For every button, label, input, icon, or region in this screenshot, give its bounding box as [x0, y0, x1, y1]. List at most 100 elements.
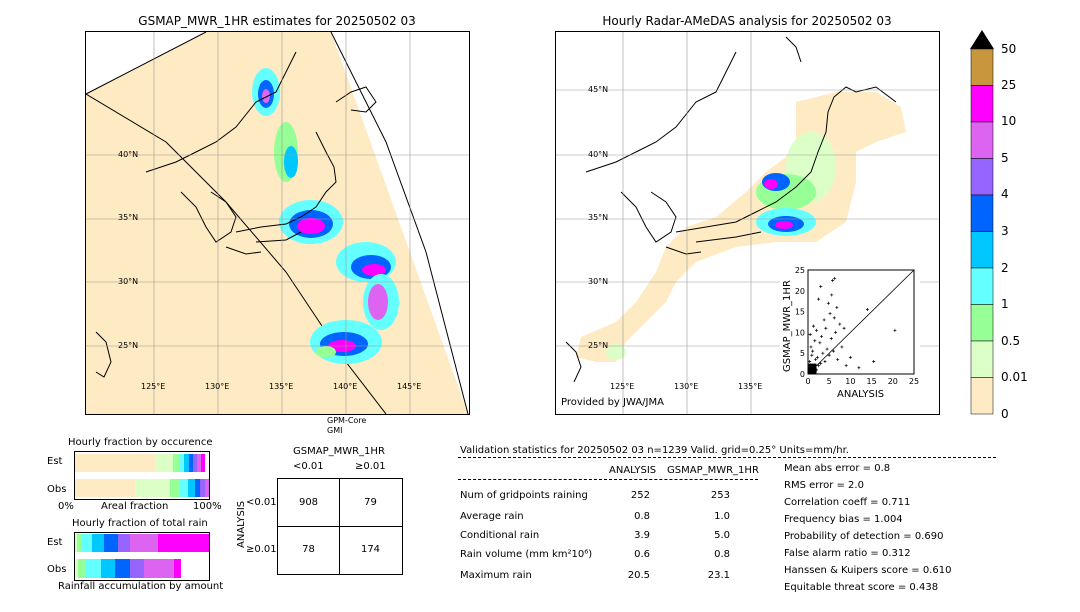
scatter-ytick: 10: [795, 328, 805, 337]
colorbar-segment: [970, 231, 994, 269]
scatter-point: [838, 322, 842, 326]
contingency-row-ge: ≥0.01: [246, 544, 277, 555]
scatter-point: [819, 362, 823, 366]
row-label-obs: Obs: [47, 564, 67, 575]
right-lon-label: 135°E: [738, 382, 763, 391]
scatter-diagonal: [807, 269, 915, 375]
right-map-title: Hourly Radar-AMeDAS analysis for 2025050…: [602, 14, 892, 28]
right-lat-label: 25°N: [588, 341, 609, 350]
scatter-point: [842, 326, 846, 330]
left-map-grid: [86, 32, 469, 414]
scatter-point: [840, 345, 844, 349]
scatter-point: [832, 316, 836, 320]
right-lon-label: 125°E: [610, 382, 635, 391]
colorbar-segment: [970, 340, 994, 378]
scatter-point: [835, 305, 839, 309]
left-lon-label: 135°E: [269, 382, 294, 391]
est-total-bar: [75, 534, 209, 552]
scatter-point: [844, 364, 848, 368]
stat-gsmap-value: 1.0: [714, 511, 730, 522]
fraction-occurrence-chart: [74, 451, 210, 500]
left-lon-label: 140°E: [333, 382, 358, 391]
contingency-col-ge: ≥0.01: [355, 461, 386, 472]
contingency-cell: 908: [298, 497, 319, 508]
score-line: Mean abs error = 0.8: [784, 463, 891, 474]
colorbar-segment: [970, 121, 994, 159]
right-lat-label: 35°N: [588, 213, 609, 222]
scatter-point: [818, 341, 822, 345]
left-lat-label: 35°N: [118, 213, 139, 222]
scatter-point: [814, 357, 818, 361]
scatter-point: [809, 345, 813, 349]
scatter-point: [865, 308, 869, 312]
left-lon-label: 130°E: [205, 382, 230, 391]
scatter-dense-cluster: [808, 363, 817, 374]
scatter-point: [820, 335, 824, 339]
colorbar-label: 50: [1001, 42, 1017, 56]
stat-analysis-value: 3.9: [634, 530, 650, 541]
scatter-ytick: 0: [800, 370, 805, 379]
colorbar-segment: [970, 194, 994, 232]
colorbar-label: 25: [1001, 78, 1017, 92]
provider-label: Provided by JWA/JMA: [561, 397, 664, 408]
contingency-row-lt: <0.01: [246, 497, 277, 508]
stat-label: Rain volume (mm km²10⁶): [460, 549, 593, 560]
colorbar-label: 10: [1001, 114, 1017, 128]
swath-edge-left-top: [86, 32, 207, 95]
right-lat-label: 45°N: [588, 85, 609, 94]
colorbar-label: 0.5: [1001, 334, 1021, 348]
est-occurrence-bar: [75, 454, 209, 472]
colorbar-segment: [970, 304, 994, 342]
score-line: Probability of detection = 0.690: [784, 531, 944, 542]
right-lon-label: 130°E: [674, 382, 699, 391]
colorbar-overflow-arrow: [970, 30, 994, 49]
colorbar-canvas: [970, 30, 994, 415]
right-lat-label: 30°N: [588, 277, 609, 286]
scatter-point: [823, 360, 827, 364]
scatter-point: [829, 337, 833, 341]
scatter-point: [857, 366, 861, 370]
fraction-total-chart: [74, 532, 210, 581]
scatter-point: [893, 328, 897, 332]
left-lat-label: 25°N: [118, 341, 139, 350]
axis-left-label: 0%: [58, 501, 74, 512]
score-line: Equitable threat score = 0.438: [784, 582, 939, 593]
colorbar-label: 2: [1001, 261, 1009, 275]
scatter-point: [824, 326, 828, 330]
scatter-point: [813, 339, 817, 343]
fraction-total-footer: Rainfall accumulation by amount: [58, 581, 224, 592]
colorbar-label: 0.01: [1001, 370, 1028, 384]
scatter-point: [827, 353, 831, 357]
fraction-occurrence-title: Hourly fraction by occurence: [68, 437, 213, 448]
scatter-point: [833, 276, 837, 280]
row-label-est: Est: [47, 456, 63, 467]
stat-gsmap-value: 253: [710, 490, 730, 501]
colorbar-label: 5: [1001, 151, 1009, 165]
contingency-title: GSMAP_MWR_1HR: [293, 446, 385, 457]
stat-gsmap-value: 5.0: [714, 530, 730, 541]
sensor-label: GPM-Core: [327, 416, 367, 425]
scatter-xtick: 0: [805, 377, 810, 386]
scatter-point: [830, 293, 834, 297]
scatter-point: [810, 353, 814, 357]
scatter-point: [821, 351, 825, 355]
score-line: Frequency bias = 1.004: [784, 514, 903, 525]
left-lon-label: 125°E: [141, 382, 166, 391]
right-lat-label: 40°N: [588, 150, 609, 159]
swath-edge-right: [330, 32, 469, 414]
radar-rain: [606, 132, 836, 360]
left-lon-label: 145°E: [397, 382, 422, 391]
left-lat-label: 30°N: [118, 277, 139, 286]
contingency-cell: 78: [302, 544, 315, 555]
obs-occurrence-bar: [75, 479, 209, 497]
scatter-plot: 00 5 5 10 10 15 15 20 20 25 25: [795, 266, 919, 386]
validation-divider: [458, 479, 758, 480]
validation-divider: [458, 457, 996, 458]
colorbar-segment: [970, 267, 994, 305]
right-map-canvas: [556, 32, 939, 414]
stat-label: Maximum rain: [460, 570, 532, 581]
scatter-ytick: 20: [795, 287, 805, 296]
coastlines: [95, 51, 377, 378]
scatter-xtick: 25: [909, 377, 919, 386]
colorbar-label: 1: [1001, 297, 1009, 311]
